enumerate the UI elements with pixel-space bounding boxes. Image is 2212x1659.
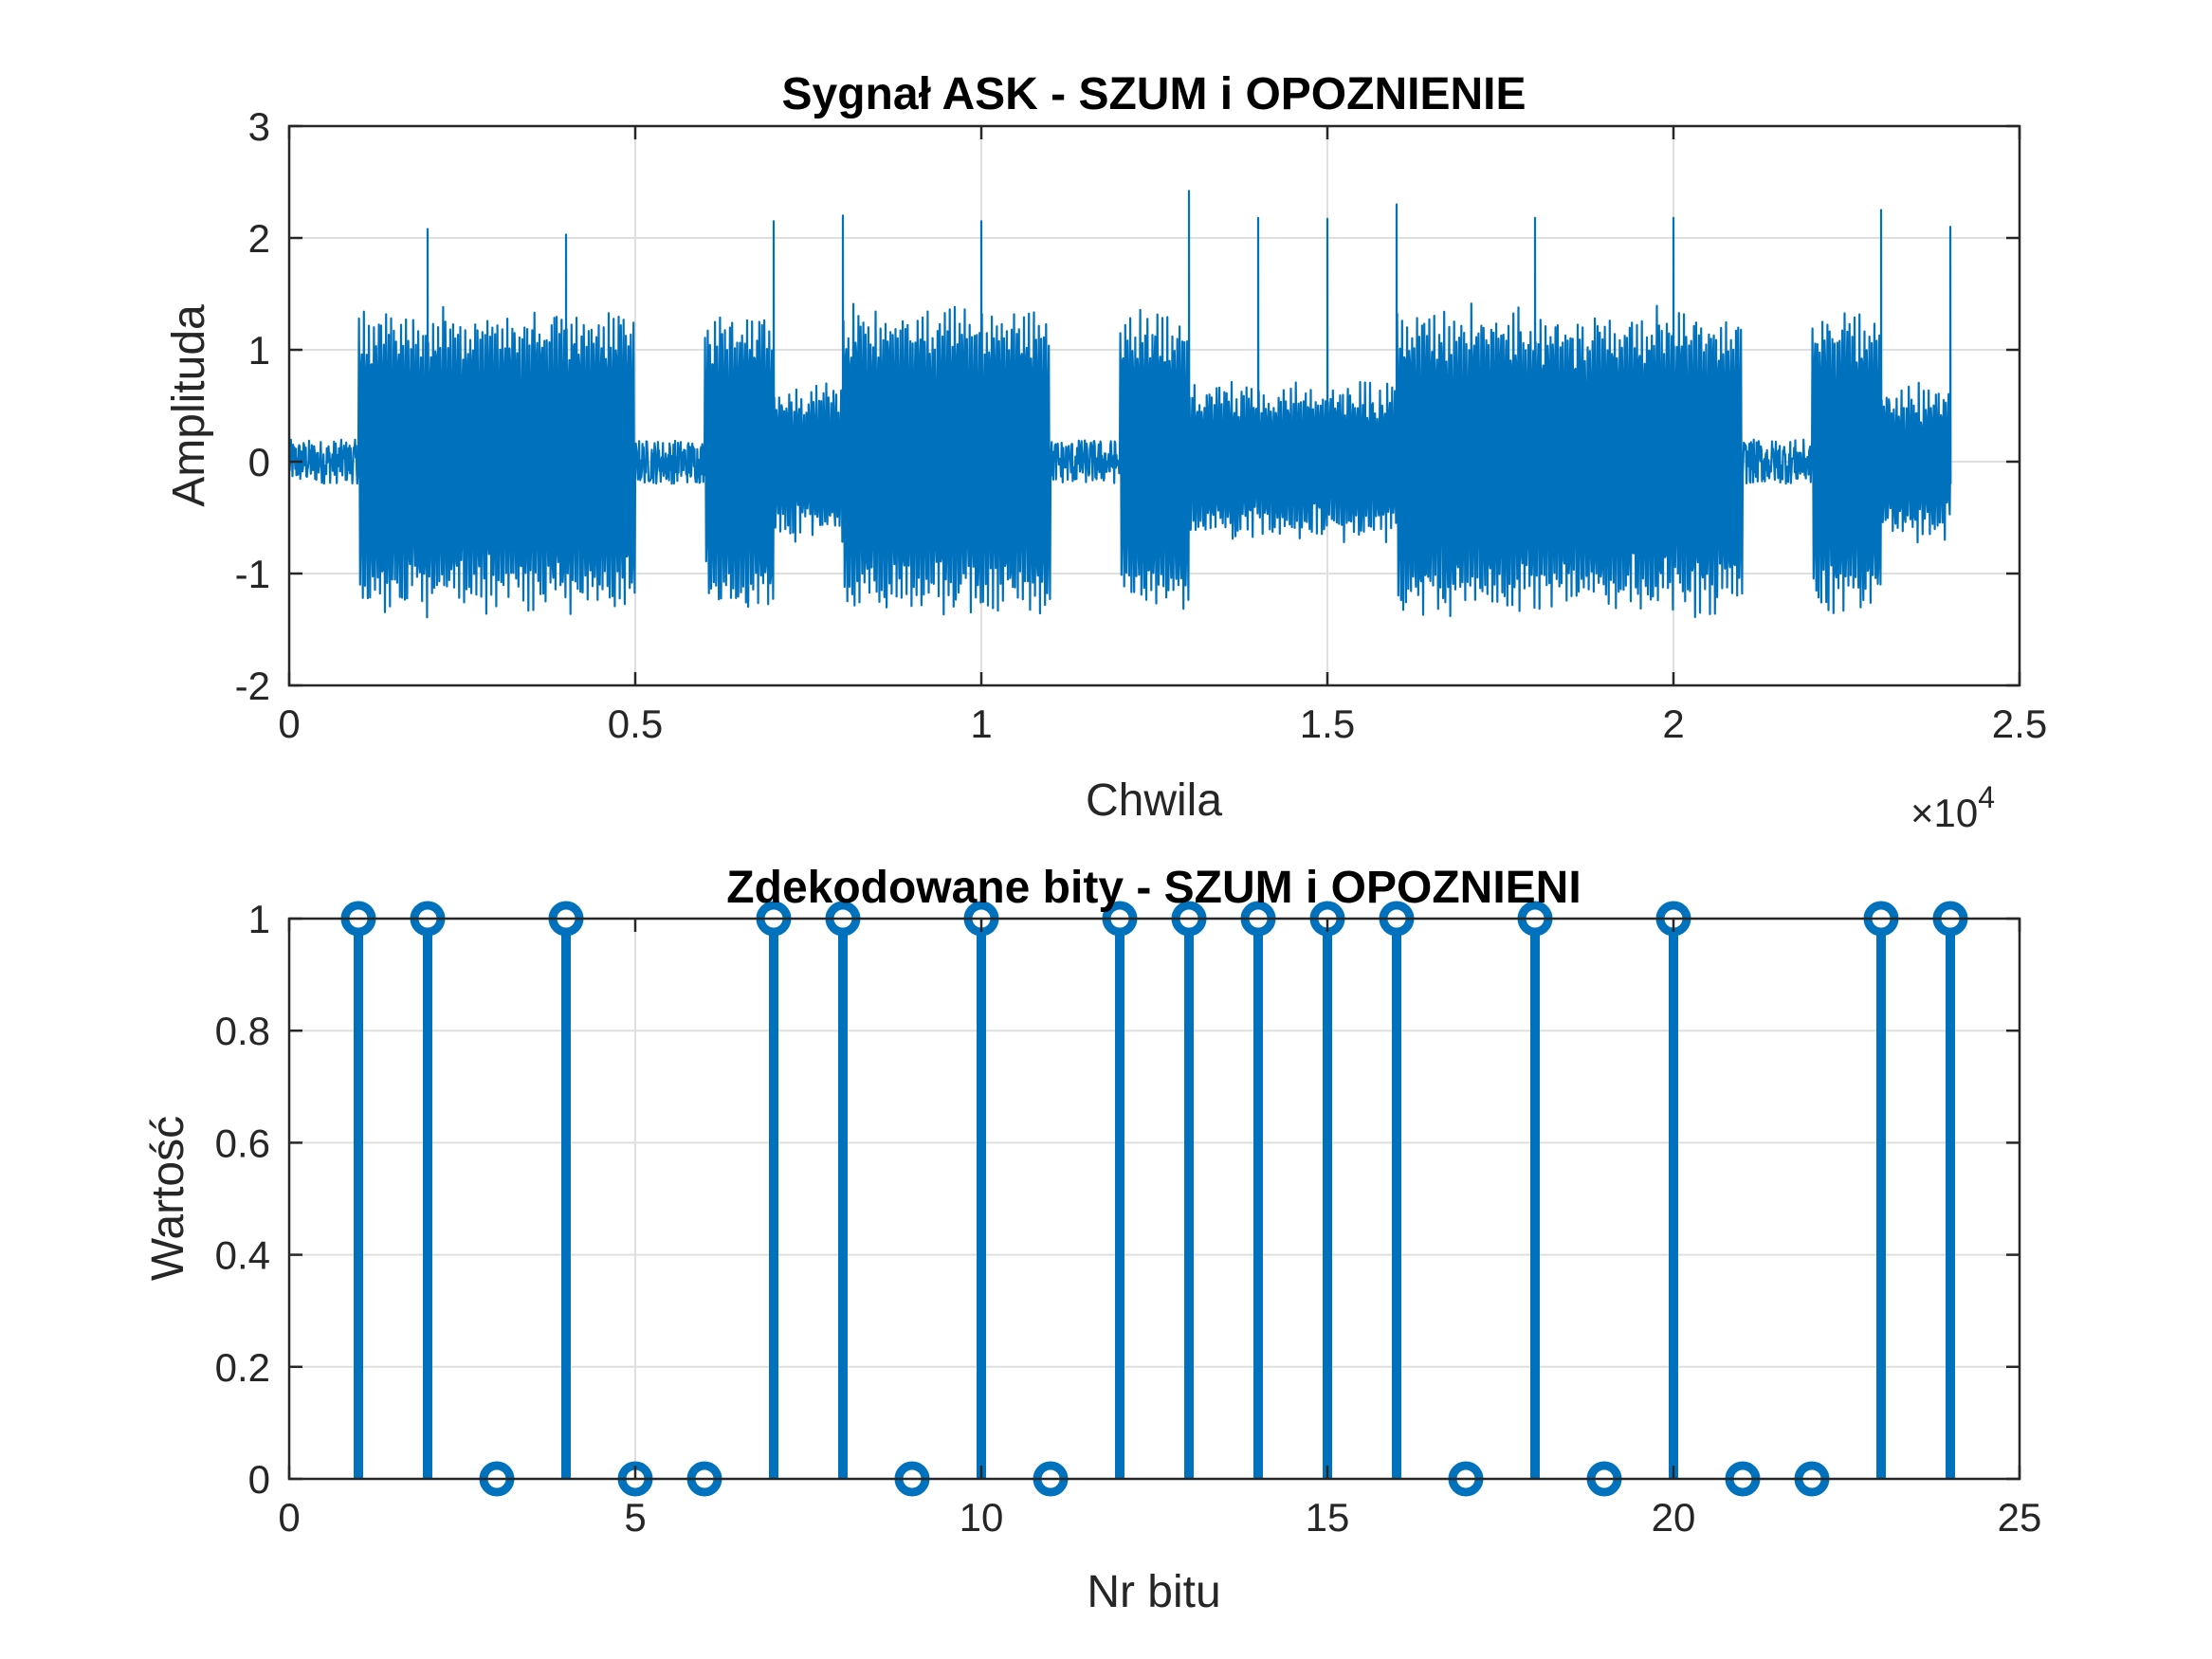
bits-ytick-label: 0.8 <box>215 1009 270 1053</box>
signal-xtick-label: 1 <box>970 702 992 746</box>
bits-stems <box>340 901 1968 1497</box>
signal-ytick-label: 1 <box>248 328 270 373</box>
bits-ytick-label: 1 <box>248 897 270 941</box>
bits-xtick-label: 0 <box>278 1495 300 1540</box>
bits-title: Zdekodowane bity - SZUM i OPOZNIENI <box>726 863 1581 913</box>
signal-axes-frame <box>287 124 2021 687</box>
bits-ytick-label: 0.4 <box>215 1233 270 1278</box>
bits-xtick-label: 20 <box>1652 1495 1696 1540</box>
bits-ytick-label: 0.6 <box>215 1121 270 1165</box>
signal-xtick-label: 0.5 <box>608 702 663 746</box>
bits-xtick-label: 25 <box>1998 1495 2042 1540</box>
bits-xtick-label: 10 <box>960 1495 1004 1540</box>
signal-xtick-label: 2.5 <box>1992 702 2047 746</box>
bits-ylabel: Wartość <box>143 1116 193 1281</box>
signal-xtick-label: 0 <box>278 702 300 746</box>
signal-ytick-label: 0 <box>248 440 270 484</box>
signal-plot: 0 0.5 1 1.5 2 2.5 -2 -1 0 1 2 3 Sygnał ASK - SZUM i… <box>164 69 2047 835</box>
signal-ytick-label: 2 <box>248 216 270 261</box>
signal-xtick-label: 1.5 <box>1300 702 1355 746</box>
bits-xlabel: Nr bitu <box>1087 1567 1220 1617</box>
signal-line <box>287 190 1952 619</box>
signal-title: Sygnał ASK - SZUM i OPOZNIENIE <box>782 69 1526 119</box>
signal-xtick-label: 2 <box>1662 702 1684 746</box>
signal-xlabel: Chwila <box>1086 775 1222 826</box>
bits-ytick-label: 0.2 <box>215 1345 270 1390</box>
bits-ticks: 0 5 10 15 20 25 0 0.2 0.4 0.6 0.8 1 <box>215 897 2042 1540</box>
bits-xtick-label: 15 <box>1306 1495 1350 1540</box>
bits-axes-frame <box>287 917 2021 1481</box>
bits-ytick-label: 0 <box>248 1457 270 1502</box>
bits-grid <box>288 918 2020 1480</box>
bits-xtick-label: 5 <box>624 1495 646 1540</box>
signal-ytick-label: 3 <box>248 104 270 149</box>
bits-plot: 0 5 10 15 20 25 0 0.2 0.4 0.6 0.8 1 Zdekodowane bit… <box>143 863 2041 1617</box>
signal-ytick-label: -2 <box>235 664 270 708</box>
signal-ytick-label: -1 <box>235 552 270 596</box>
signal-ticks: 0 0.5 1 1.5 2 2.5 -2 -1 0 1 2 3 <box>235 104 2048 746</box>
signal-ylabel: Amplituda <box>164 304 214 507</box>
signal-x-exponent: ×104 <box>1910 780 1995 835</box>
